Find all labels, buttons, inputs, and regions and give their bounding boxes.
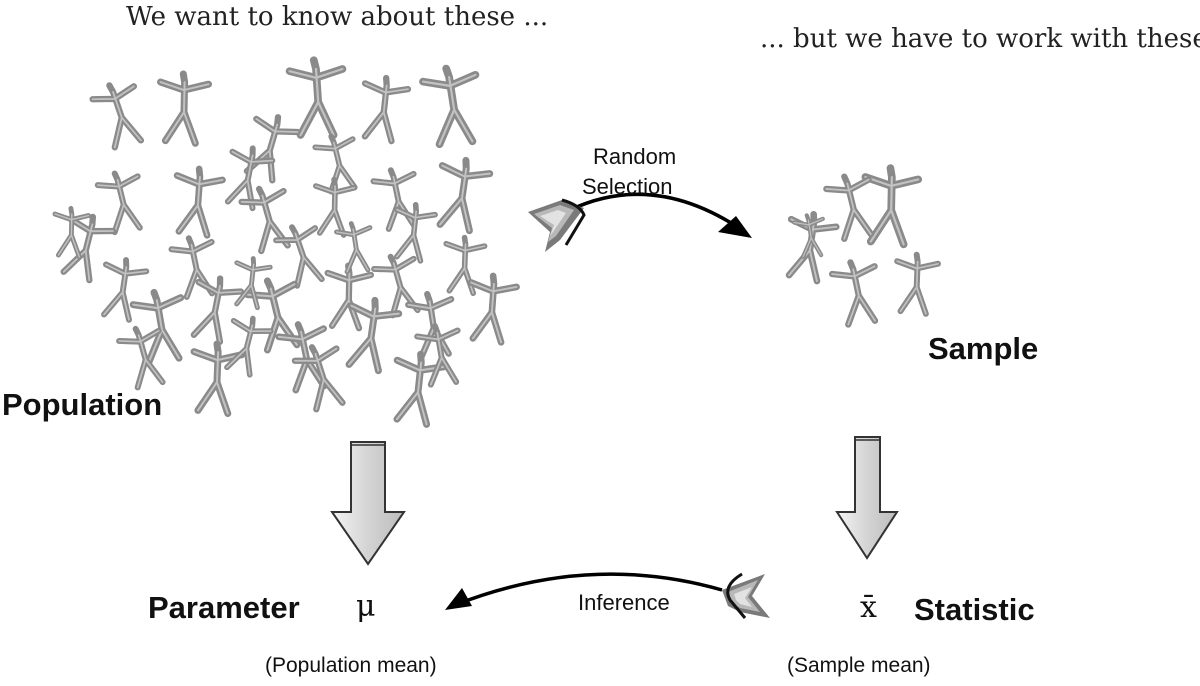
sample-person-figure-5 [892, 253, 939, 315]
population-mean-caption: (Population mean) [265, 654, 437, 677]
population-person-figure-26 [463, 273, 517, 343]
random-selection-arrow-fletching [528, 198, 586, 252]
sample-label: Sample [928, 331, 1039, 366]
population-person-figure-5 [422, 66, 481, 145]
parameter-label: Parameter [148, 590, 300, 625]
inference-arrow-fletching [722, 572, 770, 619]
top-left-caption: We want to know about these ... [126, 2, 549, 32]
population-figures [51, 60, 517, 426]
population-label: Population [2, 387, 163, 422]
statistic-label: Statistic [914, 592, 1035, 627]
sample-person-figure-4 [831, 259, 882, 326]
inference-label: Inference [578, 590, 670, 615]
sample-figures [780, 166, 939, 326]
population-person-figure-17 [389, 202, 436, 262]
sample-mean-caption: (Sample mean) [787, 654, 931, 677]
population-person-figure-12 [312, 178, 355, 236]
mu-symbol: μ [356, 589, 376, 624]
population-to-parameter-arrow [330, 441, 406, 566]
population-person-figure-10 [169, 166, 223, 236]
population-person-figure-34 [219, 313, 272, 377]
population-person-figure-28 [339, 296, 400, 372]
population-person-figure-4 [356, 75, 409, 143]
population-person-figure-14 [430, 156, 491, 232]
population-person-figure-3 [290, 60, 343, 135]
random-selection-arrow [528, 192, 752, 252]
population-person-figure-9 [96, 170, 146, 234]
population-person-figure-20 [96, 256, 148, 321]
inference-arrow [445, 572, 770, 619]
random-selection-line2: Selection [582, 174, 673, 199]
random-selection-line1: Random [593, 144, 677, 169]
top-right-caption: ... but we have to work with these [760, 24, 1200, 54]
population-person-figure-2 [155, 72, 209, 144]
sample-to-statistic-arrow [835, 436, 899, 560]
population-person-figure-30 [188, 342, 243, 415]
x-bar-symbol: x̄ [860, 590, 877, 625]
population-person-figure-1 [90, 79, 148, 149]
